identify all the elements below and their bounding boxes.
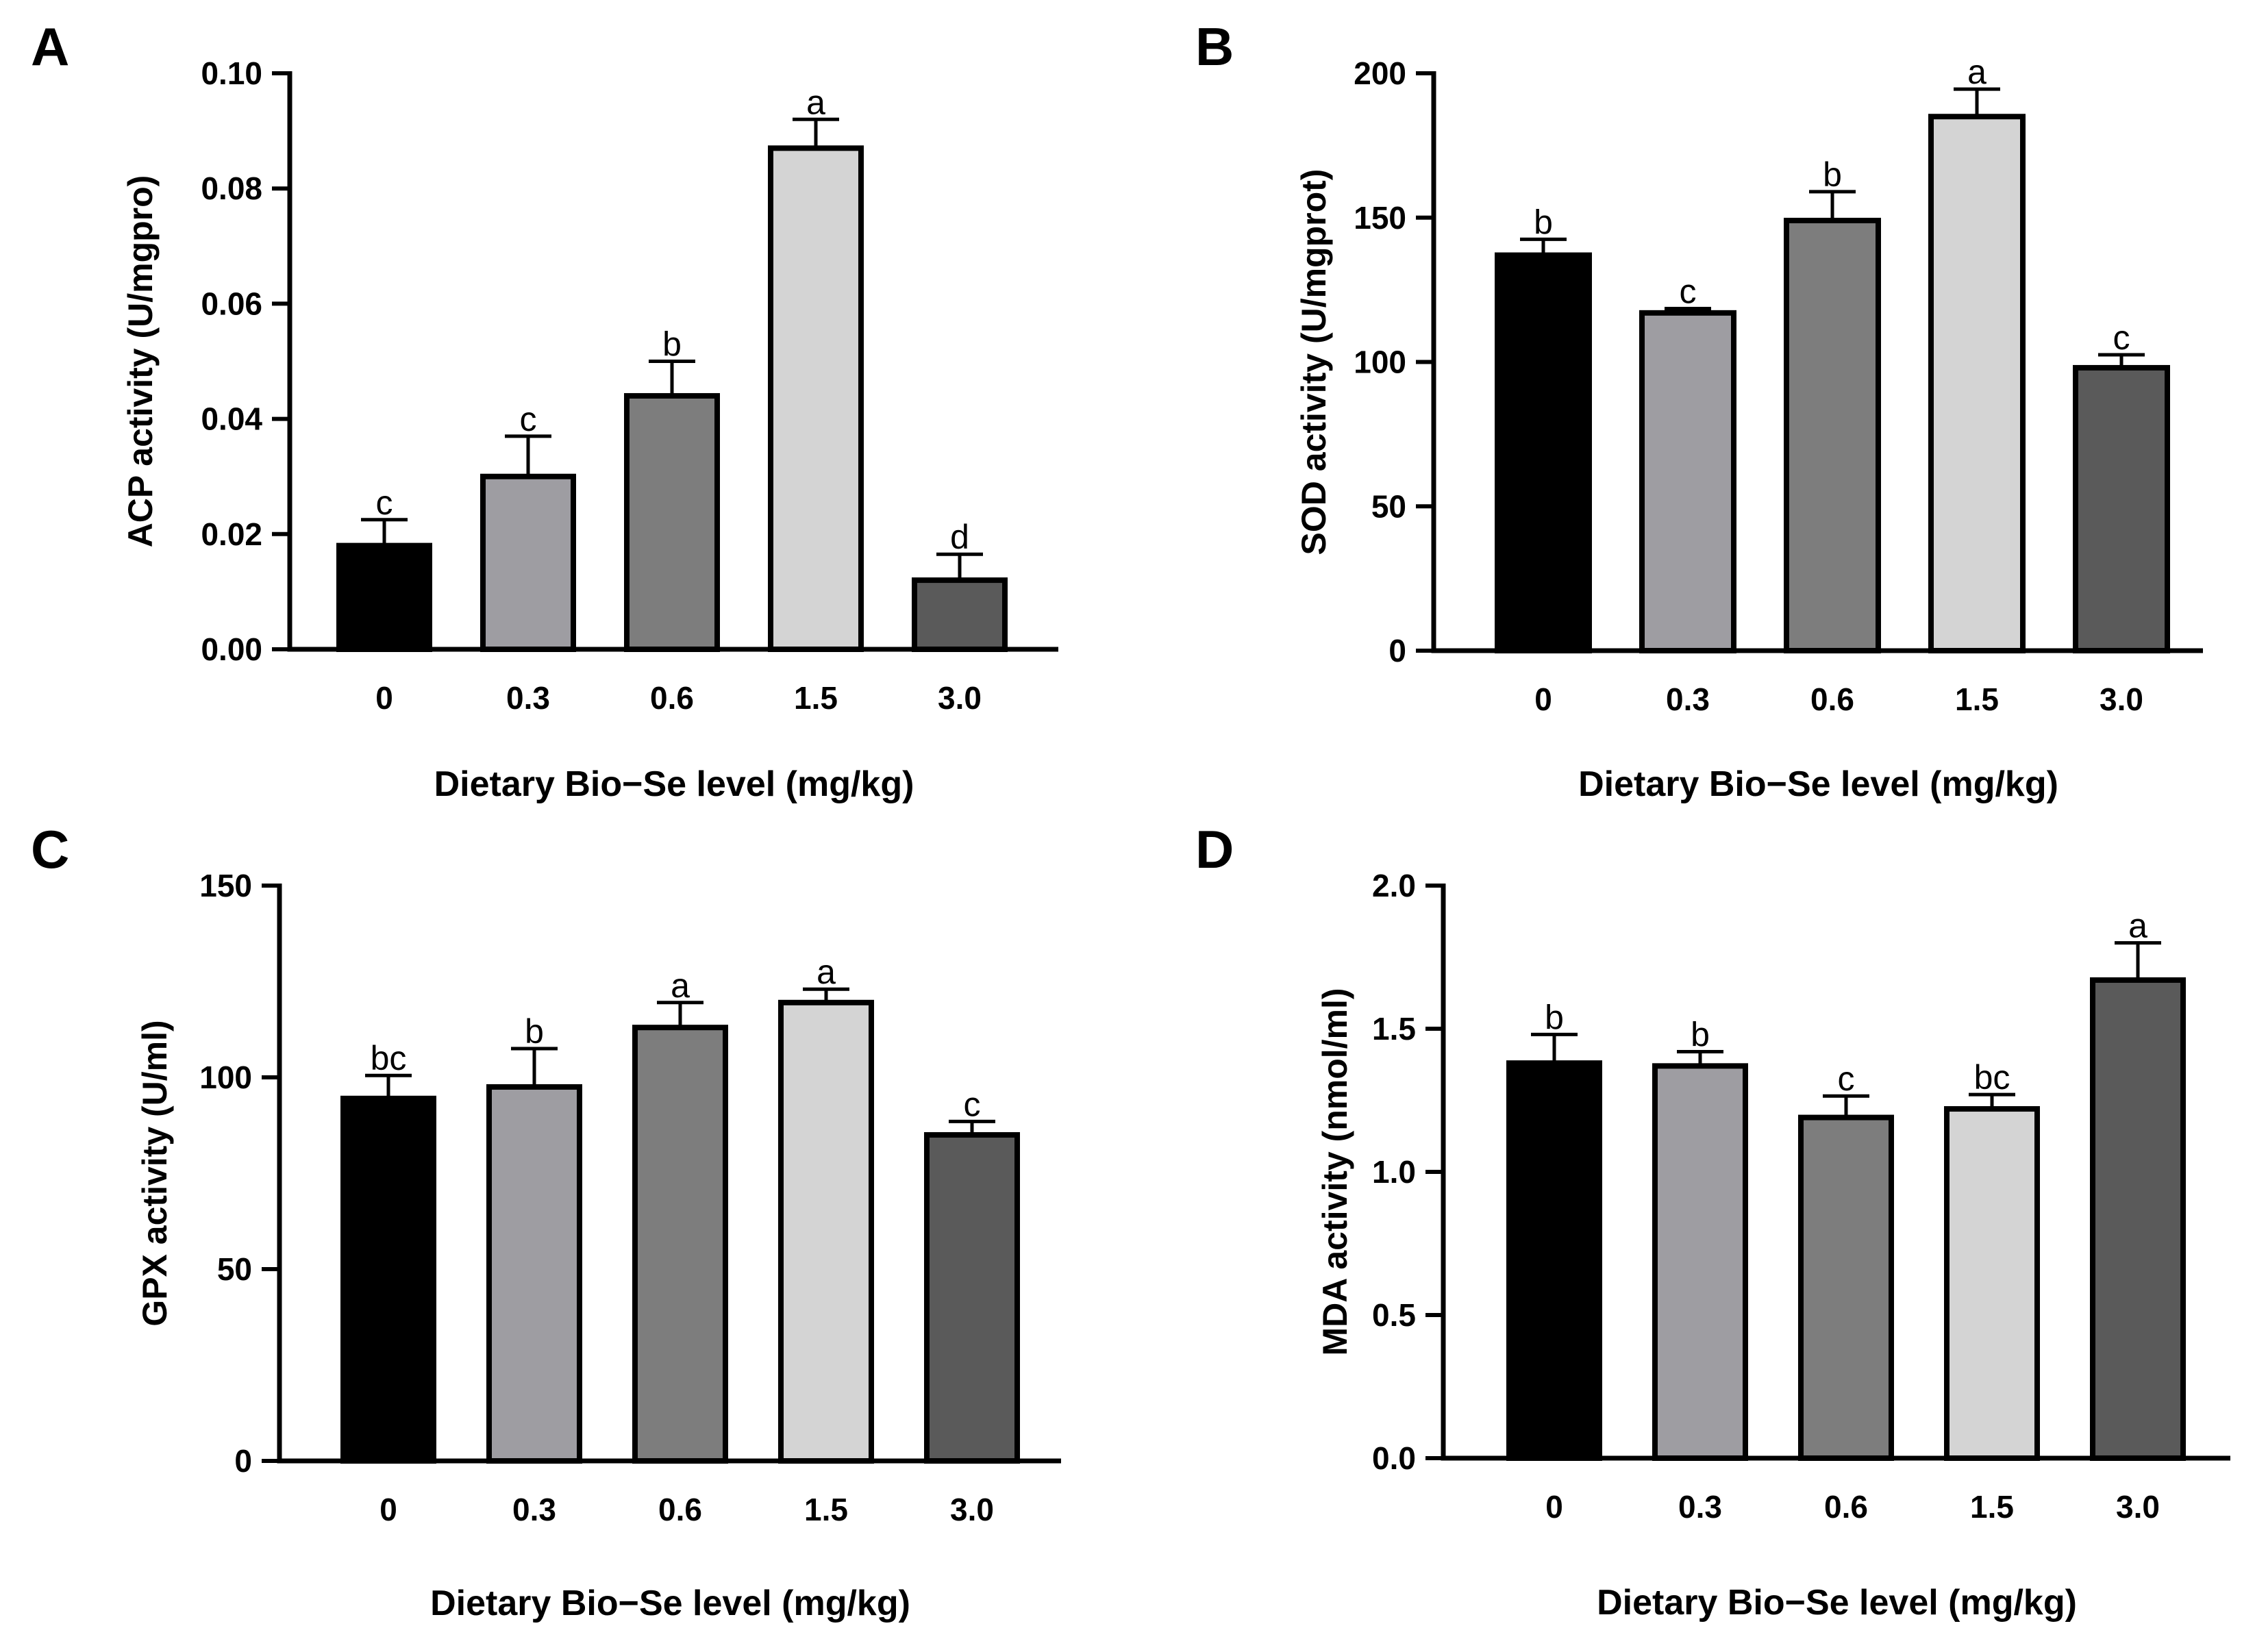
bar-b-4 (2073, 364, 2170, 653)
panel-label-a: A (31, 16, 69, 77)
bar-a-1 (480, 473, 576, 653)
x-tick-label-d-3: 1.5 (1970, 1489, 2014, 1525)
significance-letter-a-2: b (662, 325, 682, 364)
panel-label-d: D (1195, 819, 1234, 879)
panel-label-c: C (31, 819, 69, 879)
y-tick-label-d-3: 1.5 (1372, 1011, 1416, 1047)
significance-letter-a-4: d (950, 518, 969, 556)
x-tick-label-c-4: 3.0 (950, 1492, 994, 1527)
x-tick-label-b-2: 0.6 (1810, 681, 1854, 717)
x-tick-label-b-0: 0 (1534, 681, 1552, 717)
y-tick-label-b-0: 0 (1388, 633, 1406, 668)
significance-letter-a-0: c (376, 484, 393, 522)
bar-a-4 (912, 577, 1008, 653)
bar-b-0 (1495, 252, 1592, 654)
y-tick-label-b-3: 150 (1354, 200, 1406, 236)
chart-panel-a: Ac 0 c 0.3 b 0.6 a 1.5 d 3.0 0.00 0.02 0.04 0.06 0.08 0… (31, 16, 1058, 804)
bar-d-0 (1506, 1060, 1602, 1462)
panel-label-b: B (1195, 16, 1234, 77)
significance-letter-a-3: a (806, 83, 825, 121)
chart-panel-c: Cbc 0 b 0.3 a 0.6 a 1.5 c 3.0 0 50 100 150 GPX activit… (31, 819, 1061, 1623)
x-axis-title-c: Dietary Bio−Se level (mg/kg) (430, 1584, 910, 1623)
x-tick-label-d-1: 0.3 (1678, 1489, 1722, 1525)
bar-d-4 (2090, 977, 2186, 1461)
y-tick-label-d-1: 0.5 (1372, 1297, 1416, 1333)
x-tick-label-c-3: 1.5 (804, 1492, 848, 1527)
bar-a-2 (624, 392, 720, 653)
bar-b-1 (1639, 310, 1736, 653)
bar-c-2 (632, 1025, 728, 1464)
bar-b-3 (1928, 114, 2026, 654)
bar-c-4 (924, 1132, 1020, 1464)
significance-letter-c-1: b (525, 1012, 544, 1051)
significance-letter-d-0: b (1545, 998, 1564, 1036)
x-tick-label-c-2: 0.6 (658, 1492, 702, 1527)
significance-letter-d-4: a (2128, 907, 2147, 945)
x-tick-label-a-4: 3.0 (938, 680, 982, 716)
bar-b-2 (1784, 217, 1881, 653)
significance-letter-b-2: b (1823, 155, 1842, 194)
significance-letter-b-4: c (2113, 318, 2130, 357)
y-tick-label-a-2: 0.04 (201, 401, 262, 437)
x-tick-label-d-0: 0 (1545, 1489, 1563, 1525)
y-tick-label-a-5: 0.10 (201, 55, 262, 91)
chart-panel-b: Bb 0 c 0.3 b 0.6 a 1.5 c 3.0 0 50 100 150 200 SOD activ… (1195, 16, 2203, 804)
y-tick-label-c-2: 100 (199, 1060, 252, 1095)
y-tick-label-a-0: 0.00 (201, 631, 262, 667)
y-axis-title-c: GPX activity (U/ml) (136, 1020, 174, 1326)
x-tick-label-d-4: 3.0 (2116, 1489, 2160, 1525)
significance-letter-d-3: bc (1974, 1058, 2010, 1097)
x-tick-label-c-1: 0.3 (512, 1492, 556, 1527)
y-tick-label-b-2: 100 (1354, 345, 1406, 380)
significance-letter-c-4: c (964, 1085, 981, 1123)
y-tick-label-b-4: 200 (1354, 55, 1406, 91)
x-axis-title-d: Dietary Bio−Se level (mg/kg) (1597, 1583, 2077, 1623)
bar-c-1 (486, 1084, 582, 1464)
x-tick-label-a-3: 1.5 (794, 680, 838, 716)
bar-d-1 (1652, 1063, 1748, 1461)
significance-letter-b-1: c (1680, 273, 1697, 311)
significance-letter-c-3: a (817, 953, 836, 991)
y-axis-title-a: ACP activity (U/mgpro) (121, 175, 160, 548)
x-axis-title-b: Dietary Bio−Se level (mg/kg) (1578, 764, 2058, 804)
x-tick-label-a-0: 0 (375, 680, 393, 716)
significance-letter-a-1: c (520, 400, 537, 438)
bar-d-3 (1944, 1106, 2040, 1462)
x-tick-label-a-1: 0.3 (506, 680, 550, 716)
y-tick-label-b-1: 50 (1371, 488, 1406, 524)
y-tick-label-c-3: 150 (199, 868, 252, 903)
chart-panel-d: Db 0 b 0.3 c 0.6 bc 1.5 a 3.0 0.0 0.5 1.0 1.5 2.0 MDA a… (1195, 819, 2230, 1623)
x-tick-label-b-4: 3.0 (2100, 681, 2143, 717)
y-tick-label-a-4: 0.08 (201, 171, 262, 206)
x-tick-label-b-3: 1.5 (1955, 681, 1999, 717)
y-tick-label-a-3: 0.06 (201, 286, 262, 321)
x-tick-label-a-2: 0.6 (650, 680, 694, 716)
y-axis-title-b: SOD activity (U/mgprot) (1295, 169, 1333, 555)
y-tick-label-d-2: 1.0 (1372, 1154, 1416, 1190)
significance-letter-c-0: bc (371, 1039, 407, 1077)
x-tick-label-d-2: 0.6 (1824, 1489, 1868, 1525)
significance-letter-d-2: c (1838, 1060, 1855, 1098)
y-tick-label-c-1: 50 (217, 1251, 252, 1287)
y-axis-title-d: MDA activity (nmol/ml) (1316, 988, 1354, 1355)
bar-c-3 (778, 999, 874, 1464)
significance-letter-b-3: a (1967, 53, 1986, 91)
significance-letter-b-0: b (1534, 203, 1553, 241)
y-tick-label-c-0: 0 (234, 1443, 252, 1479)
bar-a-3 (768, 145, 864, 652)
y-tick-label-d-4: 2.0 (1372, 868, 1416, 903)
y-tick-label-d-0: 0.0 (1372, 1440, 1416, 1476)
significance-letter-d-1: b (1691, 1015, 1710, 1053)
x-tick-label-b-1: 0.3 (1666, 681, 1710, 717)
x-tick-label-c-0: 0 (379, 1492, 397, 1527)
significance-letter-c-2: a (671, 966, 690, 1005)
bar-a-0 (336, 542, 432, 652)
x-axis-title-a: Dietary Bio−Se level (mg/kg) (434, 764, 914, 804)
bar-d-2 (1798, 1114, 1894, 1461)
bar-c-0 (340, 1095, 436, 1464)
y-tick-label-a-1: 0.02 (201, 516, 262, 552)
